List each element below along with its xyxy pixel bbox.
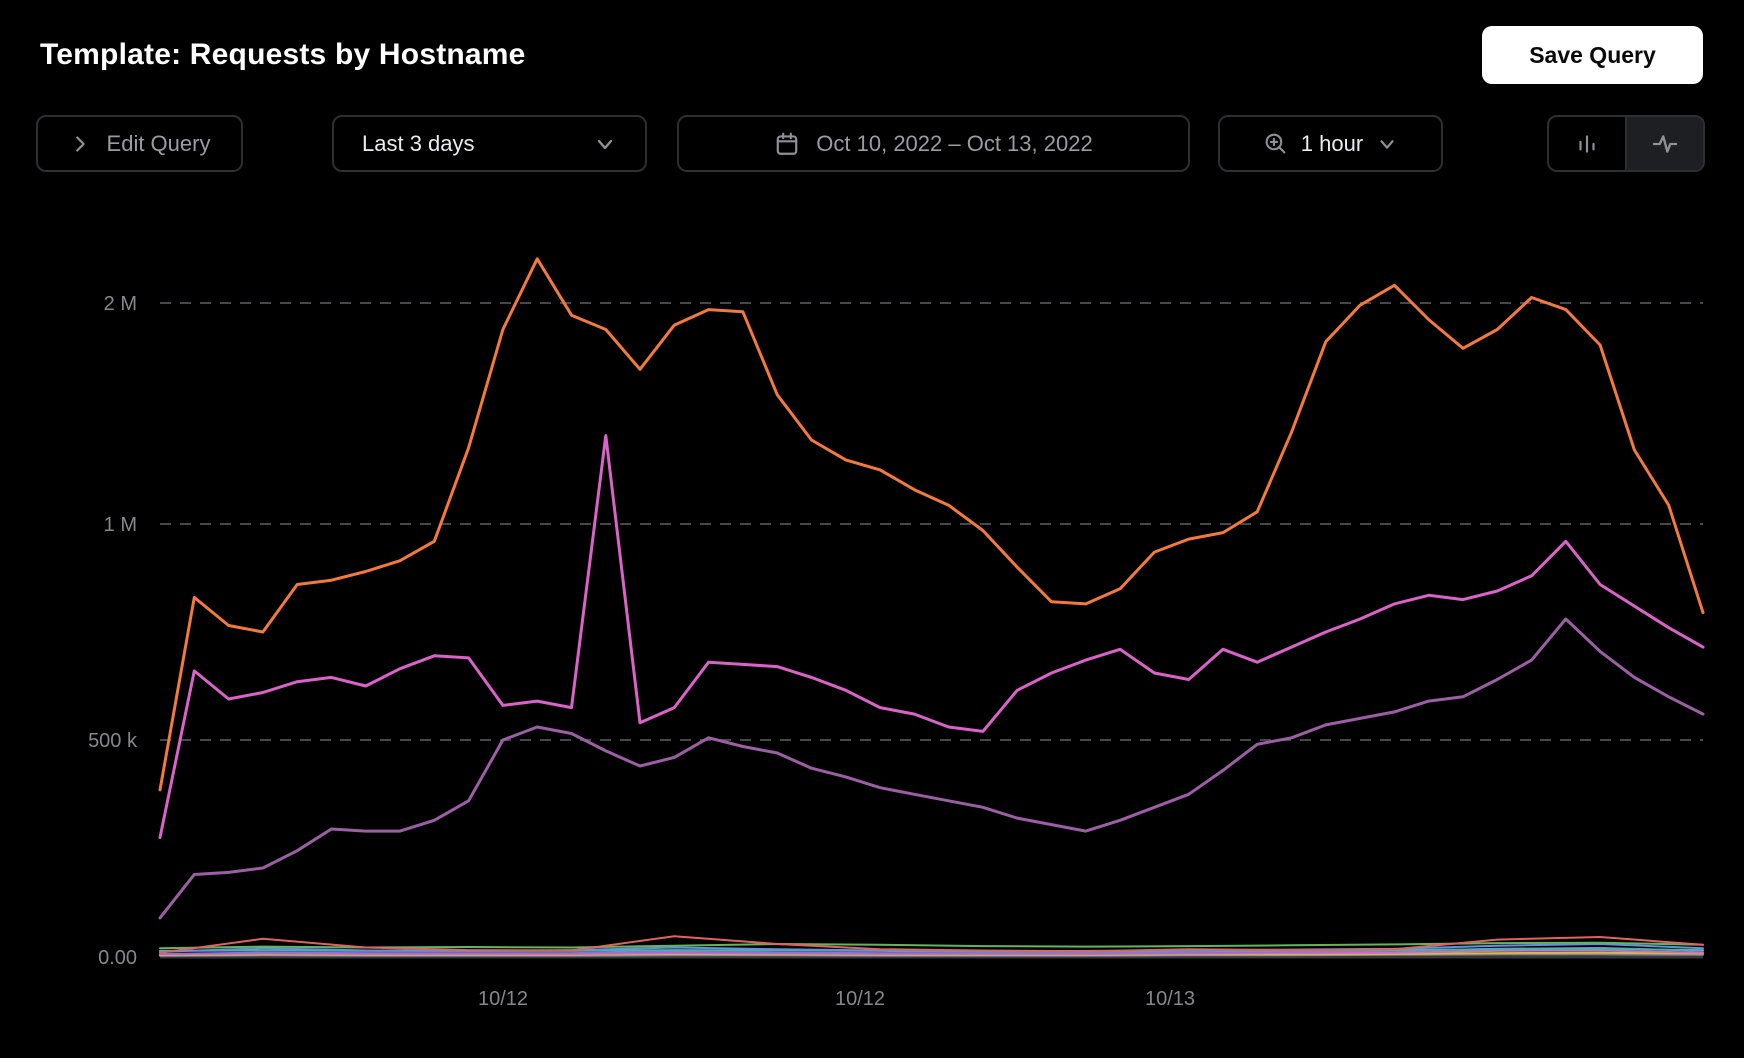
chart-type-toggle [1547,115,1705,172]
series-line-purple [158,617,1705,920]
interval-dropdown[interactable]: 1 hour [1218,115,1443,172]
y-tick-label: 2 M [104,293,137,315]
x-tick-label: 10/12 [835,988,885,1010]
bar-chart-icon [1574,131,1600,157]
series-line-orange [158,257,1705,792]
chevron-down-icon [593,132,617,156]
save-query-label: Save Query [1529,41,1656,68]
x-tick-label: 10/12 [478,988,528,1010]
date-range-value: Oct 10, 2022 – Oct 13, 2022 [816,130,1093,156]
interval-value: 1 hour [1300,130,1364,156]
y-tick-label: 0.00 [98,947,137,969]
y-tick-label: 1 M [104,514,137,536]
chevron-right-icon [69,133,91,155]
chevron-down-icon [1376,133,1398,155]
edit-query-button[interactable]: Edit Query [36,115,243,172]
bar-chart-toggle-button[interactable] [1549,117,1625,170]
series-line-salmon [159,935,1704,954]
edit-query-label: Edit Query [106,130,211,156]
calendar-icon [774,131,800,157]
page-title: Template: Requests by Hostname [40,38,526,71]
y-tick-label: 500 k [88,730,138,752]
zoom-in-icon [1263,131,1288,156]
series-line-magenta [158,434,1705,840]
date-range-picker[interactable]: Oct 10, 2022 – Oct 13, 2022 [677,115,1190,172]
x-tick-label: 10/13 [1145,988,1195,1010]
time-range-value: Last 3 days [362,130,475,156]
save-query-button[interactable]: Save Query [1482,26,1703,84]
line-chart-toggle-button[interactable] [1625,117,1703,170]
line-chart-icon [1651,130,1679,158]
time-range-dropdown[interactable]: Last 3 days [332,115,647,172]
